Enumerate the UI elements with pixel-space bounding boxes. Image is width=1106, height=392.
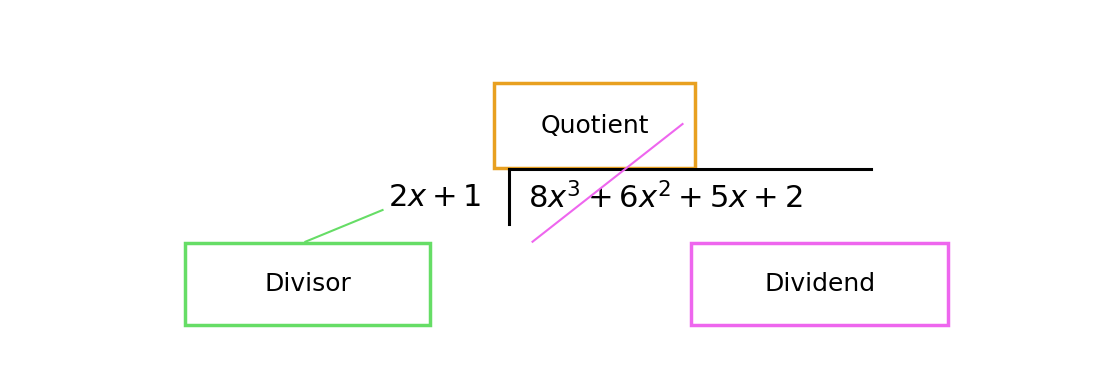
Text: $2x + 1$: $2x + 1$ (388, 183, 481, 212)
Text: $8x^3 + 6x^2 + 5x + 2$: $8x^3 + 6x^2 + 5x + 2$ (529, 182, 803, 214)
Text: Divisor: Divisor (264, 272, 351, 296)
FancyBboxPatch shape (691, 243, 948, 325)
FancyBboxPatch shape (186, 243, 429, 325)
FancyBboxPatch shape (494, 83, 696, 168)
Text: Quotient: Quotient (541, 114, 649, 138)
Text: Dividend: Dividend (764, 272, 875, 296)
